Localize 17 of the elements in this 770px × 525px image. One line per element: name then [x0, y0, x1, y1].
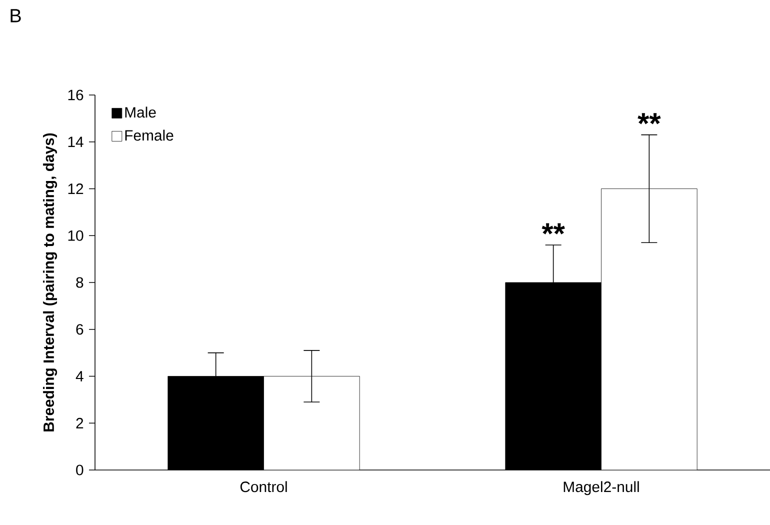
y-axis-title: Breeding Interval (pairing to mating, days): [43, 133, 58, 432]
y-tick-label: 10: [68, 230, 84, 241]
y-tick-label: 12: [68, 184, 84, 194]
annotation: **: [638, 113, 661, 124]
x-tick-label: Magel2-null: [564, 481, 639, 496]
y-tick-label: 4: [76, 371, 84, 382]
y-tick-label: 2: [76, 418, 84, 428]
y-tick-label: 6: [76, 324, 84, 335]
y-tick-label: 14: [68, 136, 84, 147]
legend-label: Male: [125, 106, 156, 118]
legend-label: Female: [125, 130, 174, 141]
x-tick-label: Control: [240, 481, 287, 492]
y-tick-label: 16: [68, 90, 84, 100]
y-tick-label: 0: [76, 464, 84, 476]
text: B: [10, 9, 21, 22]
y-tick-label: 8: [76, 277, 84, 288]
annotation: **: [542, 223, 565, 234]
